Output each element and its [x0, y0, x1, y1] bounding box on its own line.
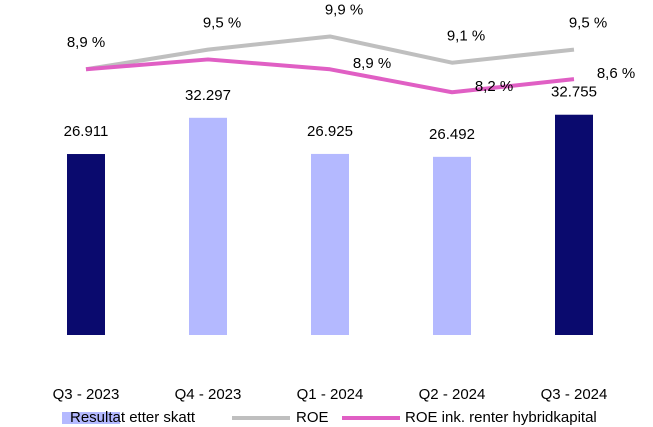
- line-value-label: 9,5 %: [203, 15, 241, 32]
- line-value-label: 9,9 %: [325, 1, 363, 18]
- legend-label: ROE: [296, 409, 329, 426]
- bar: [311, 153, 349, 335]
- bar: [67, 154, 105, 335]
- legend-swatch: [62, 412, 120, 424]
- bar-value-label: 32.755: [551, 84, 597, 101]
- line-value-label: 9,5 %: [569, 15, 607, 32]
- line-value-label: 8,2 %: [475, 78, 513, 95]
- x-tick-label: Q3 - 2024: [541, 386, 608, 403]
- bar-value-label: 26.492: [429, 126, 475, 143]
- bar: [189, 117, 227, 335]
- x-tick-label: Q1 - 2024: [297, 386, 364, 403]
- x-tick-label: Q3 - 2023: [53, 386, 120, 403]
- bar-value-label: 32.297: [185, 87, 231, 104]
- line-series: [85, 57, 575, 95]
- line-value-label: 9,1 %: [447, 28, 485, 45]
- bar: [433, 156, 471, 335]
- line-value-label: 8,9 %: [67, 34, 105, 51]
- x-tick-label: Q4 - 2023: [175, 386, 242, 403]
- line-series: [85, 34, 575, 72]
- x-tick-label: Q2 - 2024: [419, 386, 486, 403]
- line-value-label: 8,9 %: [353, 55, 391, 72]
- bar-value-label: 26.925: [307, 123, 353, 140]
- legend-label: ROE ink. renter hybridkapital: [405, 409, 597, 426]
- line-value-label: 8,6 %: [597, 65, 635, 82]
- bar-value-label: 26.911: [64, 123, 109, 140]
- legend-label: Resultat etter skatt: [70, 409, 196, 426]
- bar: [555, 114, 593, 335]
